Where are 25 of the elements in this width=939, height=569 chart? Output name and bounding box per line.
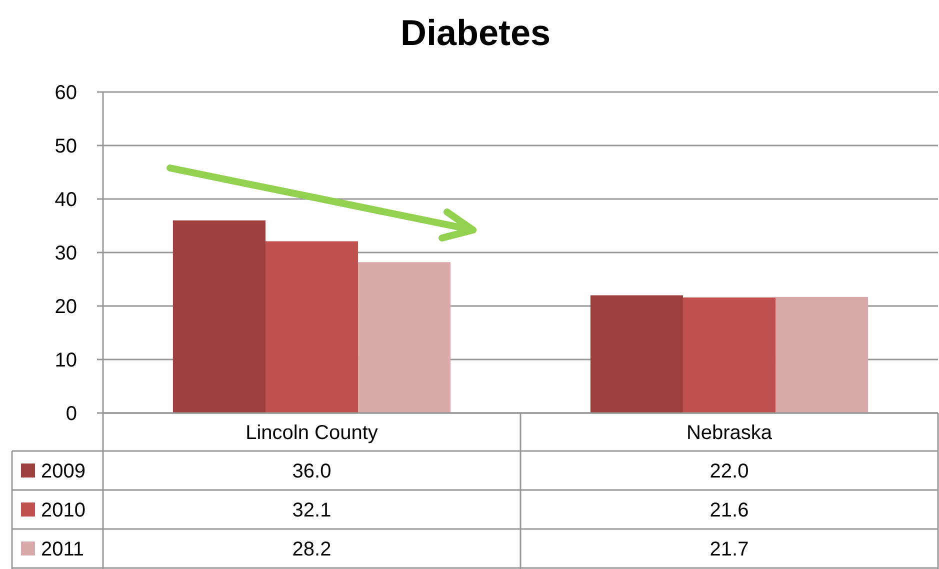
data-label: 21.7: [710, 538, 749, 560]
y-tick-label: 20: [54, 296, 77, 318]
data-label: 36.0: [292, 460, 332, 482]
legend-label: 2009: [41, 460, 86, 482]
y-tick-label: 60: [54, 82, 77, 104]
x-tick-label: Nebraska: [686, 422, 773, 444]
bar: [172, 220, 266, 413]
legend-label: 2011: [41, 538, 84, 560]
bar: [776, 296, 868, 413]
y-tick-label: 30: [54, 242, 77, 264]
data-label: 22.0: [710, 460, 749, 482]
y-tick-label: 40: [54, 189, 77, 211]
bar: [265, 241, 358, 413]
y-tick-label: 50: [54, 136, 77, 158]
data-label: 32.1: [292, 500, 332, 522]
data-label: 21.6: [710, 500, 749, 522]
y-tick-label: 10: [54, 350, 77, 372]
bar: [590, 295, 683, 413]
bar: [358, 262, 451, 413]
legend-label: 2010: [41, 500, 86, 522]
x-tick-label: Lincoln County: [246, 422, 378, 444]
data-label: 28.2: [292, 538, 332, 560]
chart-title: Diabetes: [400, 12, 551, 53]
bar: [682, 297, 776, 413]
y-tick-label: 0: [66, 403, 77, 425]
